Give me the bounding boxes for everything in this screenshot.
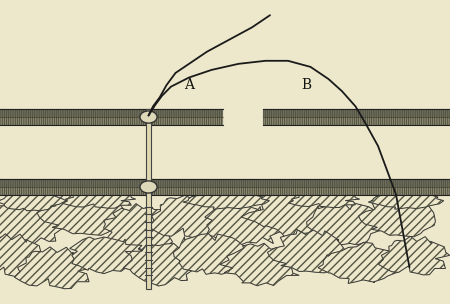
Polygon shape [70, 237, 152, 274]
Polygon shape [123, 243, 198, 286]
Polygon shape [183, 195, 270, 209]
Polygon shape [174, 234, 252, 274]
Polygon shape [104, 204, 180, 251]
Bar [0, 109, 223, 126]
Polygon shape [306, 202, 389, 245]
Bar [263, 109, 450, 117]
Bar [0, 195, 450, 304]
Ellipse shape [140, 181, 157, 193]
Bar [0, 179, 450, 195]
Bar [0, 179, 450, 195]
Polygon shape [205, 204, 287, 246]
Polygon shape [369, 195, 444, 209]
Text: A: A [184, 78, 194, 92]
Polygon shape [267, 230, 346, 273]
Polygon shape [288, 195, 360, 208]
Polygon shape [0, 195, 66, 211]
Polygon shape [0, 196, 68, 248]
Bar [263, 109, 450, 126]
Polygon shape [14, 247, 94, 289]
Bar [0, 179, 450, 187]
Polygon shape [37, 195, 126, 235]
Polygon shape [378, 236, 450, 275]
Bar [146, 109, 151, 289]
Bar [263, 109, 450, 126]
Polygon shape [220, 243, 306, 286]
Polygon shape [359, 195, 435, 237]
Polygon shape [148, 195, 230, 239]
Polygon shape [241, 195, 330, 243]
Polygon shape [0, 234, 45, 278]
Bar [0, 109, 223, 117]
Bar [0, 109, 223, 126]
Polygon shape [318, 242, 405, 283]
Polygon shape [63, 195, 136, 208]
Ellipse shape [140, 111, 157, 123]
Text: B: B [301, 78, 311, 92]
